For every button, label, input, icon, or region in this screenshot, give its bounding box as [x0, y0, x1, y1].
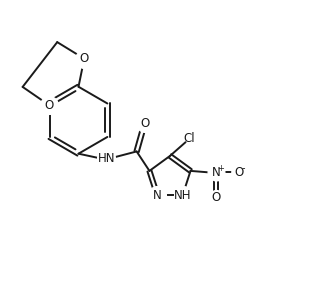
Text: HN: HN: [98, 152, 115, 165]
Text: Cl: Cl: [184, 132, 196, 145]
Text: -: -: [241, 163, 245, 173]
Text: O: O: [140, 117, 149, 130]
Text: N: N: [153, 189, 162, 202]
Text: O: O: [211, 191, 220, 204]
Text: N: N: [211, 166, 220, 179]
Text: O: O: [234, 166, 243, 179]
Text: NH: NH: [174, 189, 191, 202]
Text: +: +: [217, 163, 224, 172]
Text: O: O: [80, 52, 89, 65]
Text: O: O: [44, 99, 54, 112]
